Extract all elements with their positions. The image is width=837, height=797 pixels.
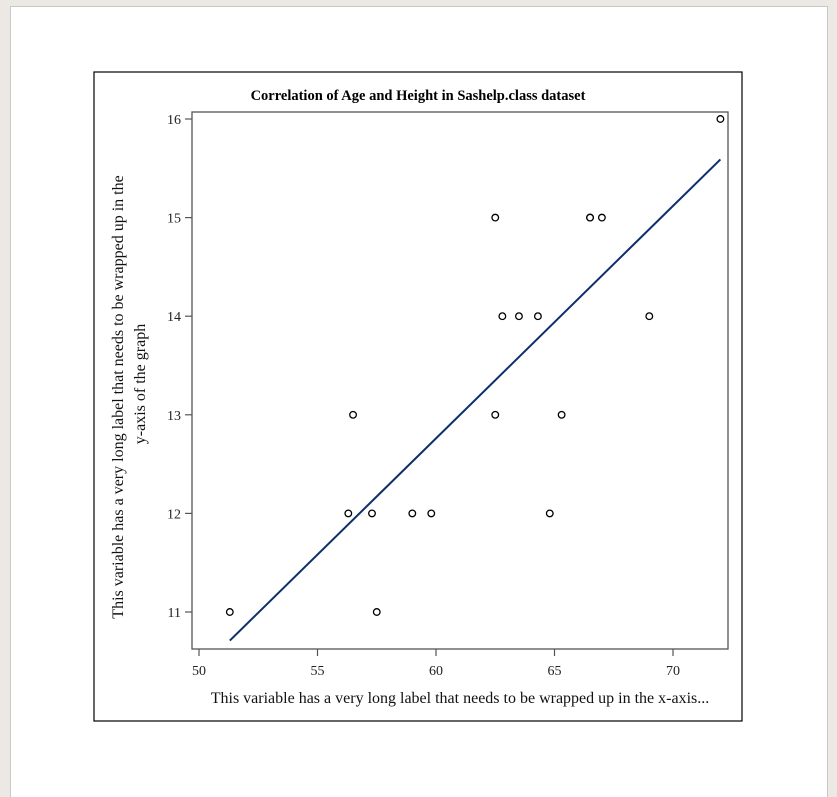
- y-axis-label: This variable has a very long label that…: [110, 175, 149, 618]
- data-point-marker: [586, 213, 594, 222]
- data-point-marker: [645, 312, 654, 321]
- data-point-marker: [344, 509, 353, 518]
- data-point-marker: [225, 608, 234, 616]
- y-tick-label: 11: [168, 606, 181, 621]
- x-tick-label: 50: [192, 664, 206, 679]
- x-axis-ticks: 50 55 60 65 70: [192, 649, 680, 679]
- data-point-marker: [408, 509, 417, 518]
- y-axis-ticks: 11 12 13 14 15 16: [167, 113, 192, 621]
- x-tick-label: 55: [311, 664, 325, 679]
- report-page: [10, 6, 828, 797]
- data-points: [225, 115, 725, 616]
- data-point-marker: [545, 509, 554, 518]
- y-tick-label: 12: [167, 507, 181, 522]
- data-point-marker: [557, 410, 566, 419]
- chart-title: Correlation of Age and Height in Sashelp…: [251, 88, 586, 104]
- fit-line: [229, 158, 722, 642]
- regression-line: [229, 158, 722, 642]
- data-point-marker: [491, 213, 500, 222]
- data-point-marker: [533, 312, 542, 321]
- x-axis-label: This variable has a very long label that…: [211, 690, 710, 707]
- y-tick-label: 15: [167, 212, 181, 227]
- y-axis-label-line-2: y-axis of the graph: [132, 324, 149, 444]
- y-tick-label: 13: [167, 409, 181, 424]
- data-point-marker: [716, 115, 725, 123]
- y-tick-label: 16: [167, 113, 181, 128]
- data-point-marker: [372, 608, 381, 616]
- data-point-marker: [368, 509, 376, 518]
- graph-border: [93, 71, 743, 722]
- x-tick-label: 60: [429, 664, 443, 679]
- data-point-marker: [349, 410, 357, 419]
- data-point-marker: [427, 509, 436, 518]
- x-tick-label: 70: [666, 664, 680, 679]
- data-point-marker: [515, 312, 523, 321]
- data-point-marker: [597, 213, 606, 222]
- y-tick-label: 14: [167, 310, 181, 325]
- plot-frame: [191, 111, 729, 650]
- y-axis-label-line-1: This variable has a very long label that…: [110, 175, 127, 618]
- x-tick-label: 65: [548, 664, 562, 679]
- data-point-marker: [491, 410, 500, 419]
- data-point-marker: [498, 312, 507, 321]
